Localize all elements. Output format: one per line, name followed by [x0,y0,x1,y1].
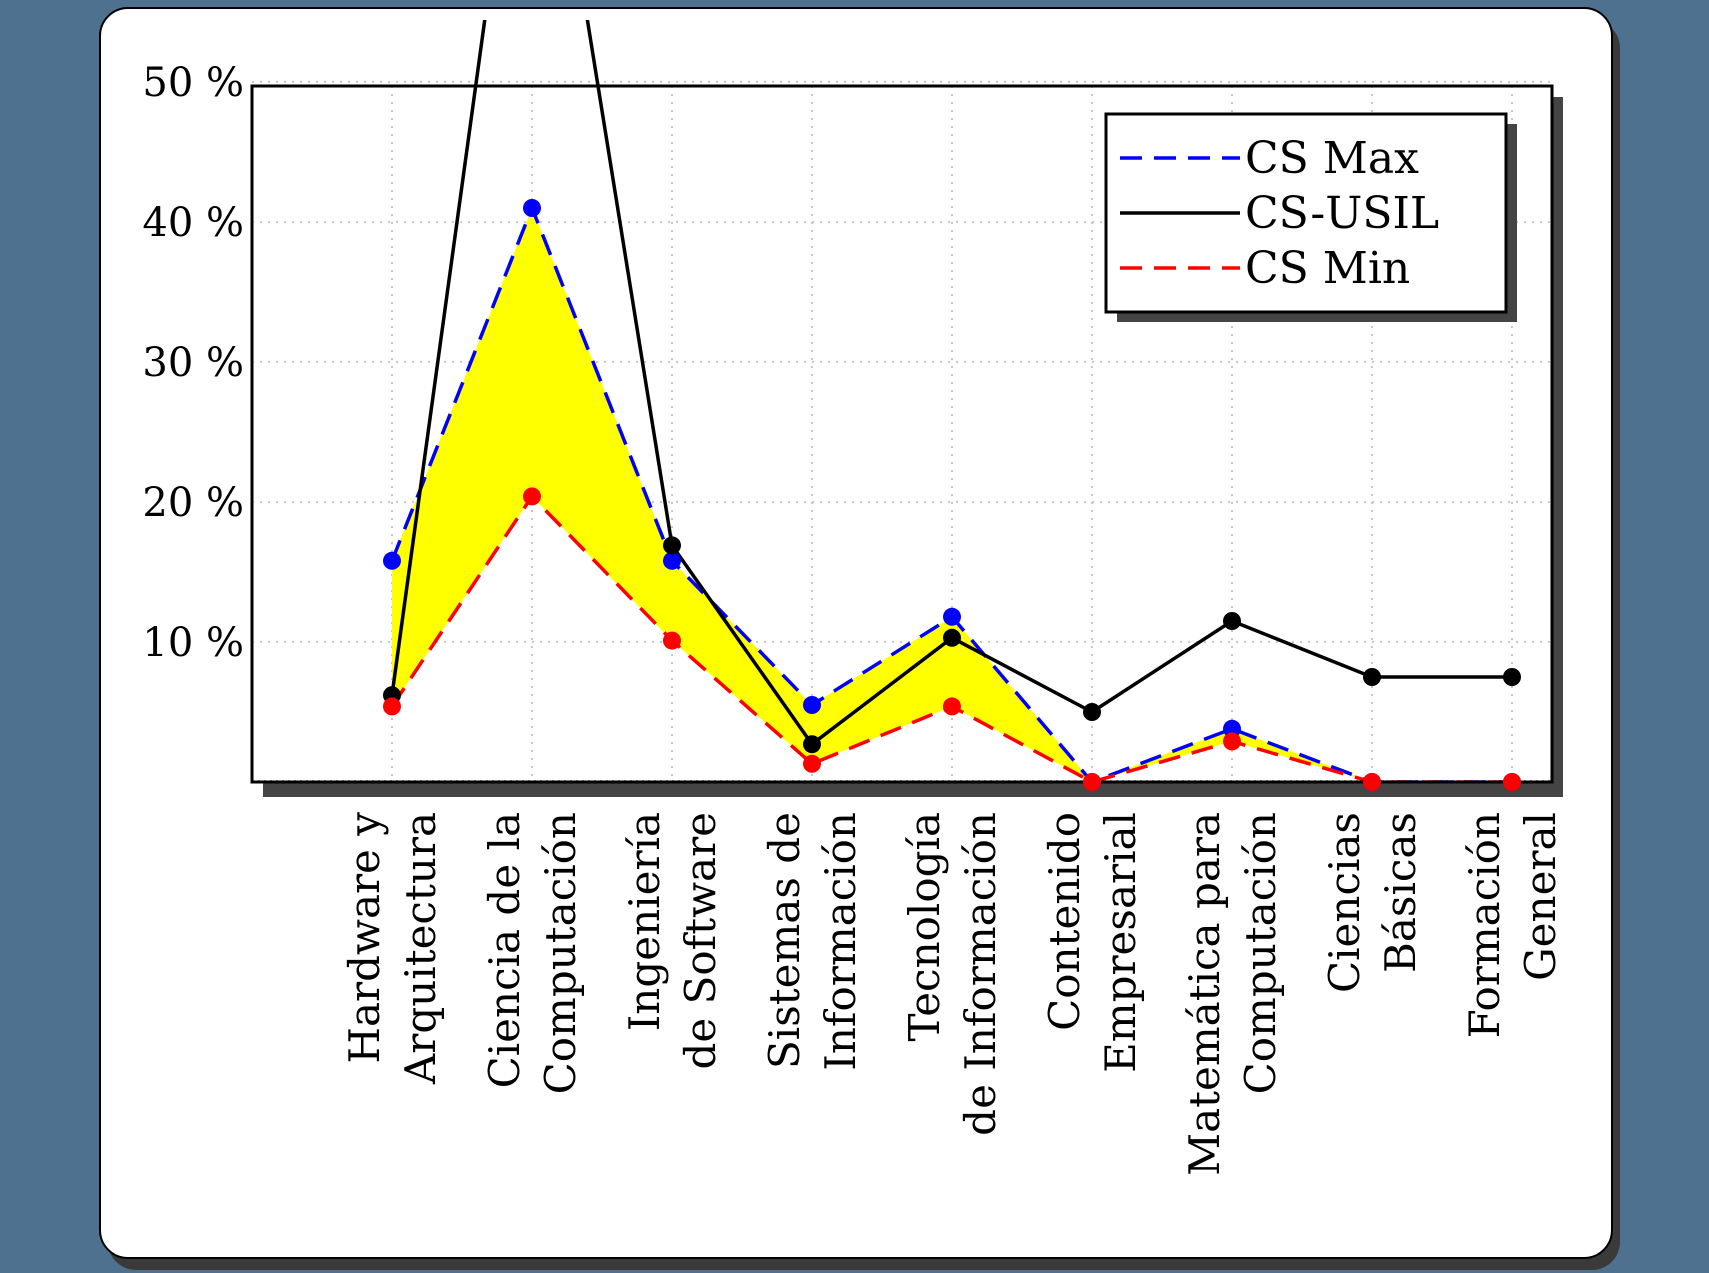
x-tick-label-line: Hardware y [340,812,389,1064]
x-tick-label-line: Tecnología [900,812,949,1042]
y-tick-label: 20 % [142,480,244,526]
x-tick-label: Contenido Empresarial [1040,812,1145,1073]
y-axis: 10 % 20 % 30 % 40 % 50 % [142,60,244,666]
x-tick-label-line: Matemática para [1180,812,1229,1176]
point-cs-usil [1363,668,1381,686]
point-cs-max [1223,719,1241,738]
x-tick-label-line: Computación [1236,812,1285,1094]
point-cs-max [663,551,681,570]
x-tick-label: Hardware y Arquitectura [340,812,445,1085]
x-tick-label: Ciencia de la Computación [480,812,585,1094]
legend-label-cs-max: CS Max [1245,133,1419,184]
point-cs-usil [663,536,681,555]
y-tick-label: 10 % [142,620,244,666]
point-cs-min [663,631,681,650]
x-tick-label-line: Ingeniería [620,812,669,1031]
point-cs-min [1363,773,1381,791]
x-tick-label-line: Básicas [1376,812,1425,973]
x-tick-label-line: General [1516,812,1565,981]
point-cs-max [803,696,821,714]
x-tick-label-line: de Software [676,812,725,1070]
legend-label-cs-min: CS Min [1245,243,1410,294]
point-cs-usil [1503,668,1521,686]
marker-layer [383,199,1521,791]
point-cs-max [383,551,401,570]
point-cs-min [803,754,821,773]
x-tick-label-line: Empresarial [1096,812,1145,1073]
point-cs-min [943,697,961,716]
x-tick-label: Matemática para Computación [1180,812,1285,1176]
x-tick-label-line: Formación [1460,812,1509,1038]
point-cs-usil [1223,612,1241,630]
point-cs-min [1083,773,1101,791]
point-cs-min [523,487,541,506]
x-tick-label: Formación General [1460,812,1565,1038]
point-cs-max [523,199,541,217]
x-tick-label: Tecnología de Información [900,812,1005,1136]
x-tick-label-line: Computación [536,812,585,1094]
x-tick-label-line: Información [816,812,865,1071]
y-tick-label: 50 % [142,60,244,106]
x-tick-label-line: de Información [956,812,1005,1136]
point-cs-min [1223,732,1241,751]
y-tick-label: 30 % [142,340,244,386]
x-tick-label-line: Ciencias [1320,812,1369,993]
plot-border [250,84,1554,784]
x-tick-label: Sistemas de Información [760,812,865,1071]
point-cs-min [383,697,401,716]
x-tick-label-line: Contenido [1040,812,1089,1031]
x-axis: Hardware y Arquitectura Ciencia de la Compu… [340,812,1565,1176]
point-cs-max [943,607,961,626]
point-cs-usil [803,735,821,754]
legend-label-cs-usil: CS-USIL [1245,188,1439,239]
x-tick-label-line: Arquitectura [396,812,445,1085]
point-cs-usil [1083,703,1101,721]
y-tick-label: 40 % [142,200,244,246]
point-cs-min [1503,773,1521,791]
x-tick-label-line: Sistemas de [760,812,809,1069]
point-cs-usil [943,628,961,647]
x-tick-label: Ciencias Básicas [1320,812,1425,993]
x-tick-label: Ingeniería de Software [620,812,725,1070]
x-tick-label-line: Ciencia de la [480,812,529,1088]
